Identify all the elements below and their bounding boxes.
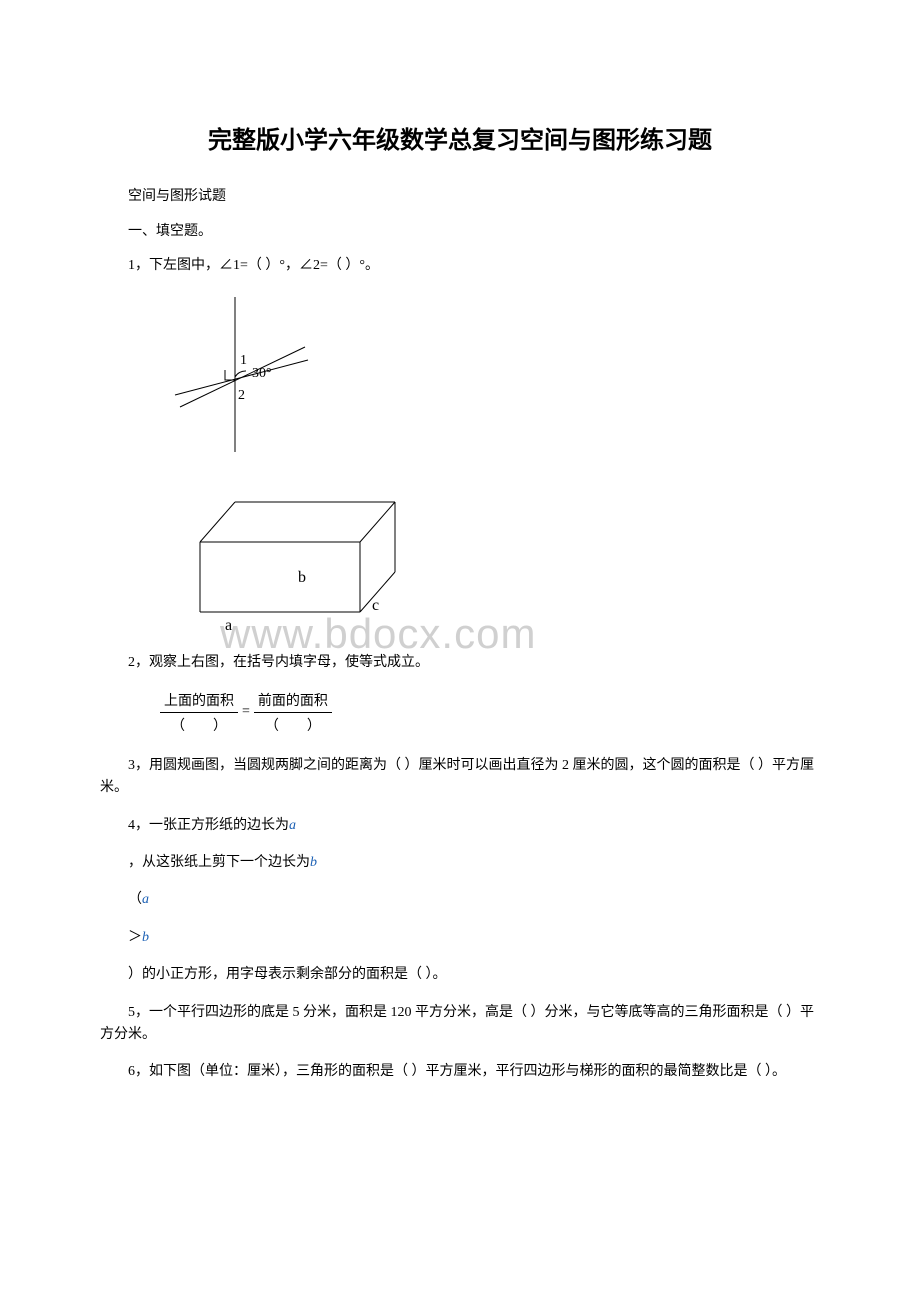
question-4-line4: ＞b: [100, 927, 820, 949]
math-var-b: b: [310, 855, 317, 870]
question-4-line1: 4，一张正方形纸的边长为a: [100, 815, 820, 837]
fraction-numerator-2: 前面的面积: [254, 690, 332, 713]
question-6: 6，如下图（单位：厘米），三角形的面积是（ ）平方厘米，平行四边形与梯形的面积的…: [100, 1061, 820, 1083]
document-content: 完整版小学六年级数学总复习空间与图形练习题 空间与图形试题 一、填空题。 1，下…: [100, 120, 820, 1084]
cuboid-label-a: a: [225, 617, 232, 632]
fraction-right: 前面的面积 （ ）: [254, 690, 332, 735]
math-var-a2: a: [142, 892, 149, 907]
angle-diagram: 1 30° 2: [160, 292, 820, 467]
q4-text-2: ，从这张纸上剪下一个边长为: [128, 855, 310, 870]
question-3: 3，用圆规画图，当圆规两脚之间的距离为（ ）厘米时可以画出直径为 2 厘米的圆，…: [100, 755, 820, 800]
fraction-left: 上面的面积 （ ）: [160, 690, 238, 735]
subtitle-text: 空间与图形试题: [100, 185, 820, 205]
question-5: 5，一个平行四边形的底是 5 分米，面积是 120 平方分米，高是（ ）分米，与…: [100, 1002, 820, 1047]
fraction-denominator-1: （ ）: [167, 713, 231, 735]
q4-text-1: 4，一张正方形纸的边长为: [128, 818, 289, 833]
q4-text-3: （: [128, 892, 142, 907]
question-1: 1，下左图中，∠1=（ ）°，∠2=（ ）°。: [100, 255, 820, 277]
section-header: 一、填空题。: [100, 220, 820, 240]
question-4-line2: ，从这张纸上剪下一个边长为b: [100, 852, 820, 874]
cuboid-diagram: a b c: [160, 482, 820, 637]
fraction-denominator-2: （ ）: [261, 713, 325, 735]
equals-sign: =: [242, 704, 250, 720]
cuboid-label-b: b: [298, 569, 306, 586]
question-4-line3: （a: [100, 889, 820, 911]
fraction-numerator-1: 上面的面积: [160, 690, 238, 713]
q4-gt: ＞: [128, 930, 142, 945]
angle-label-2: 2: [238, 388, 245, 403]
math-var-a: a: [289, 818, 296, 833]
cuboid-label-c: c: [372, 597, 379, 614]
angle-label-30: 30°: [252, 366, 272, 381]
math-var-b2: b: [142, 930, 149, 945]
question-4-line5: ）的小正方形，用字母表示剩余部分的面积是（ ）。: [100, 964, 820, 986]
question-2: 2，观察上右图，在括号内填字母，使等式成立。: [100, 652, 820, 674]
document-title: 完整版小学六年级数学总复习空间与图形练习题: [100, 120, 820, 155]
angle-label-1: 1: [240, 353, 247, 368]
fraction-equation: 上面的面积 （ ） = 前面的面积 （ ）: [160, 690, 820, 735]
